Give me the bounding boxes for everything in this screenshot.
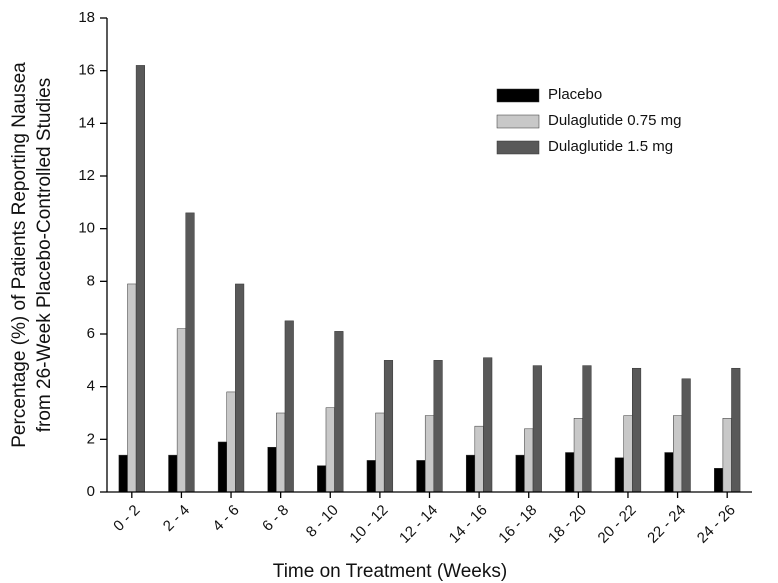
x-tick-label: 4 - 6: [209, 502, 242, 535]
legend-swatch: [496, 114, 540, 129]
x-tick-label: 6 - 8: [259, 502, 292, 535]
bar: [681, 378, 691, 493]
legend-swatch: [496, 88, 540, 103]
bar: [226, 391, 236, 493]
y-axis-label: from 26-Week Placebo-Controlled Studies: [34, 78, 55, 433]
bar: [731, 367, 741, 493]
bar: [524, 428, 534, 493]
bar: [135, 65, 145, 493]
bar: [383, 360, 394, 493]
bar: [334, 331, 344, 493]
bar: [722, 418, 732, 493]
bar: [325, 407, 335, 493]
y-tick-label: 14: [78, 114, 95, 131]
x-tick-label: 12 - 14: [396, 502, 441, 547]
bar: [623, 415, 633, 493]
bar: [176, 328, 186, 493]
bar: [366, 460, 376, 493]
x-tick-label: 10 - 12: [346, 502, 391, 547]
bar: [532, 365, 542, 493]
x-tick-label: 0 - 2: [110, 502, 143, 535]
bar: [375, 412, 385, 493]
x-tick-label: 14 - 16: [446, 502, 491, 547]
x-tick-label: 22 - 24: [644, 502, 689, 547]
bar: [433, 360, 443, 493]
bar: [673, 415, 683, 493]
bar: [632, 367, 642, 493]
y-tick-label: 2: [87, 430, 95, 447]
bar: [118, 454, 128, 493]
legend-label: Dulaglutide 1.5 mg: [548, 138, 673, 155]
bar: [317, 465, 327, 493]
x-tick-label: 24 - 26: [694, 502, 739, 547]
y-tick-label: 18: [78, 9, 95, 26]
x-tick-label: 16 - 18: [495, 502, 540, 547]
bar: [565, 452, 575, 493]
bar: [185, 212, 195, 493]
x-axis-label: Time on Treatment (Weeks): [273, 561, 507, 582]
bar: [276, 412, 286, 493]
bar: [424, 415, 435, 493]
bar: [127, 283, 137, 493]
y-tick-label: 12: [78, 167, 95, 184]
y-tick-label: 8: [87, 272, 95, 289]
bar: [267, 446, 277, 493]
bar: [714, 468, 724, 493]
y-tick-label: 16: [78, 62, 95, 79]
legend-swatch: [496, 140, 540, 155]
y-tick-label: 4: [87, 378, 95, 395]
y-tick-label: 6: [87, 325, 95, 342]
y-tick-label: 10: [78, 220, 95, 237]
bar: [483, 357, 493, 493]
bar: [614, 457, 624, 493]
bar: [217, 441, 227, 493]
bar: [474, 425, 484, 493]
x-tick-label: 18 - 20: [545, 502, 590, 547]
x-tick-label: 8 - 10: [303, 502, 342, 541]
bar: [235, 283, 245, 493]
bar: [664, 452, 674, 493]
y-axis-label: Percentage (%) of Patients Reporting Nau…: [9, 62, 30, 448]
bar: [465, 454, 476, 493]
y-tick-label: 0: [87, 483, 95, 500]
x-tick-label: 20 - 22: [595, 502, 640, 547]
legend-label: Dulaglutide 0.75 mg: [548, 112, 681, 129]
bar: [582, 365, 592, 493]
bar: [416, 460, 426, 493]
bar: [168, 454, 178, 493]
bar: [573, 418, 583, 493]
x-tick-label: 2 - 4: [160, 502, 193, 535]
bar: [515, 454, 525, 493]
legend-label: Placebo: [548, 86, 602, 103]
bar: [284, 320, 294, 493]
